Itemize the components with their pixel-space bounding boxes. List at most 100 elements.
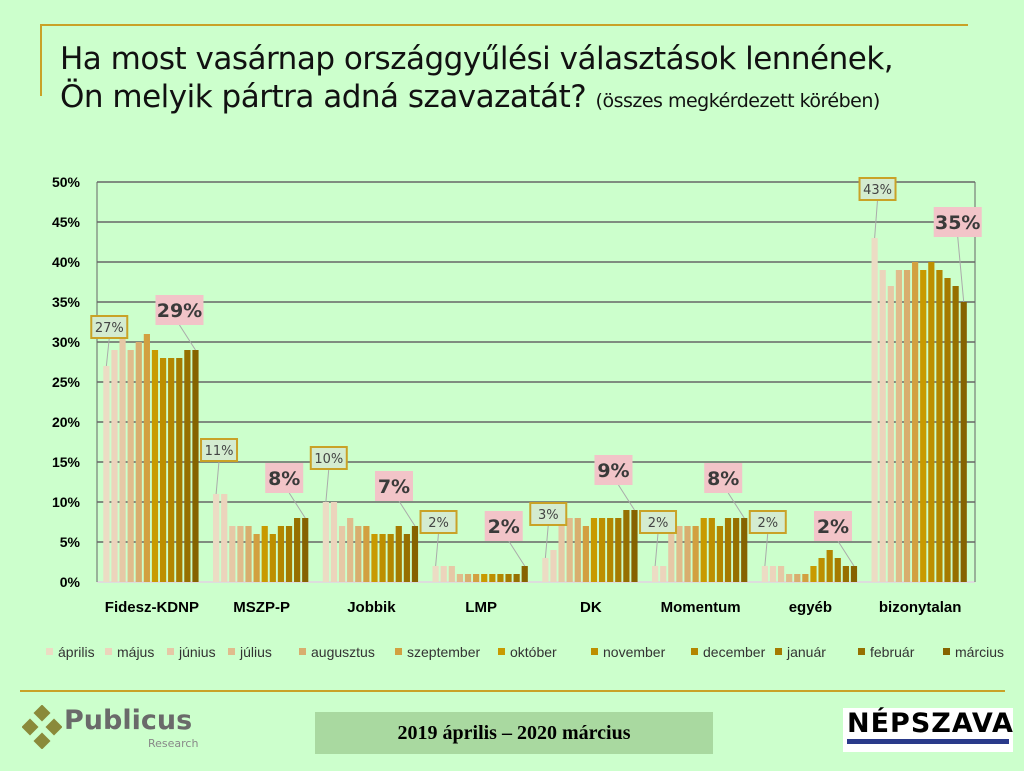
label-leader [727, 492, 745, 519]
bar [229, 526, 236, 582]
bar [285, 526, 293, 582]
bar [912, 262, 919, 582]
legend-swatch [591, 648, 598, 655]
bar [221, 494, 228, 582]
y-tick-label: 50% [52, 174, 81, 190]
y-tick-label: 15% [52, 454, 81, 470]
bar [810, 566, 817, 582]
bar [724, 518, 732, 582]
bar [379, 534, 386, 582]
top-rule [40, 24, 968, 26]
label-leader [837, 540, 855, 567]
label-leader [105, 337, 110, 367]
bar [456, 574, 464, 582]
bar [871, 238, 878, 582]
bar [176, 358, 183, 582]
bar [119, 334, 126, 582]
legend-swatch [299, 648, 306, 655]
nepszava-text: NÉPSZAVA [847, 708, 1014, 739]
bar [347, 518, 354, 582]
bar [684, 526, 691, 582]
last-value-label-box [265, 463, 304, 493]
legend-label: június [178, 644, 216, 660]
last-value-label-box [374, 471, 413, 501]
y-tick-label: 45% [52, 214, 81, 230]
legend-swatch [943, 648, 950, 655]
bar [355, 526, 362, 582]
label-leader [179, 324, 196, 351]
label-leader [398, 500, 416, 527]
bar [103, 366, 110, 582]
label-leader [508, 540, 526, 567]
first-value-label: 27% [95, 321, 124, 336]
legend-label: augusztus [311, 644, 375, 660]
y-tick-label: 0% [60, 574, 81, 590]
bar [952, 286, 959, 582]
bar [387, 534, 394, 582]
bar [887, 286, 894, 582]
bar [505, 574, 512, 582]
bar [481, 574, 488, 582]
diamond-logo-icon [21, 704, 63, 750]
label-leader [874, 199, 879, 239]
first-value-label: 2% [648, 516, 669, 531]
last-value-label: 2% [488, 516, 520, 538]
bar [338, 526, 346, 582]
label-leader [654, 532, 659, 567]
y-tick-label: 20% [52, 414, 81, 430]
legend-label: november [603, 644, 666, 660]
last-value-label-box [933, 207, 982, 237]
bar [473, 574, 480, 582]
last-value-label: 2% [817, 516, 849, 538]
bar [895, 270, 903, 582]
bar [700, 518, 707, 582]
first-value-label: 3% [538, 508, 559, 523]
bar [302, 518, 309, 582]
legend-swatch [775, 648, 782, 655]
bar [834, 558, 841, 582]
legend-label: december [703, 644, 766, 660]
bar [184, 350, 191, 582]
bar [448, 566, 455, 582]
bar [668, 526, 675, 582]
y-tick-label: 25% [52, 374, 81, 390]
bar [960, 302, 967, 582]
bar [623, 510, 630, 582]
legend-label: szeptember [407, 644, 480, 660]
bar [363, 526, 370, 582]
bar [440, 566, 447, 582]
title-line-2: Ön melyik pártra adná szavazatát? [60, 79, 587, 115]
bar [135, 342, 142, 582]
legend-label: január [786, 644, 826, 660]
bar [294, 518, 301, 582]
legend-swatch [167, 648, 174, 655]
bottom-rule [20, 690, 1005, 692]
legend-swatch [691, 648, 698, 655]
first-value-label-box [858, 177, 897, 201]
bar [371, 534, 378, 582]
category-label: egyéb [789, 599, 832, 616]
category-label: Fidesz-KDNP [105, 599, 199, 616]
label-leader [544, 524, 549, 559]
first-value-label-box [529, 502, 568, 526]
legend-label: április [58, 644, 95, 660]
bar [111, 350, 118, 582]
bar [269, 534, 276, 582]
bar [143, 334, 150, 582]
bar [582, 526, 589, 582]
first-value-label-box [200, 438, 239, 462]
last-value-label: 35% [935, 212, 980, 234]
last-value-label: 7% [378, 476, 410, 498]
bar [676, 526, 683, 582]
bar [330, 502, 338, 582]
label-leader [288, 492, 306, 519]
bar [213, 494, 220, 582]
y-tick-label: 10% [52, 494, 81, 510]
title-rule [40, 24, 42, 96]
legend-swatch [395, 648, 402, 655]
bar [192, 350, 199, 582]
legend-label: május [117, 644, 154, 660]
bar [652, 566, 659, 582]
bar [786, 574, 793, 582]
legend-swatch [46, 648, 53, 655]
